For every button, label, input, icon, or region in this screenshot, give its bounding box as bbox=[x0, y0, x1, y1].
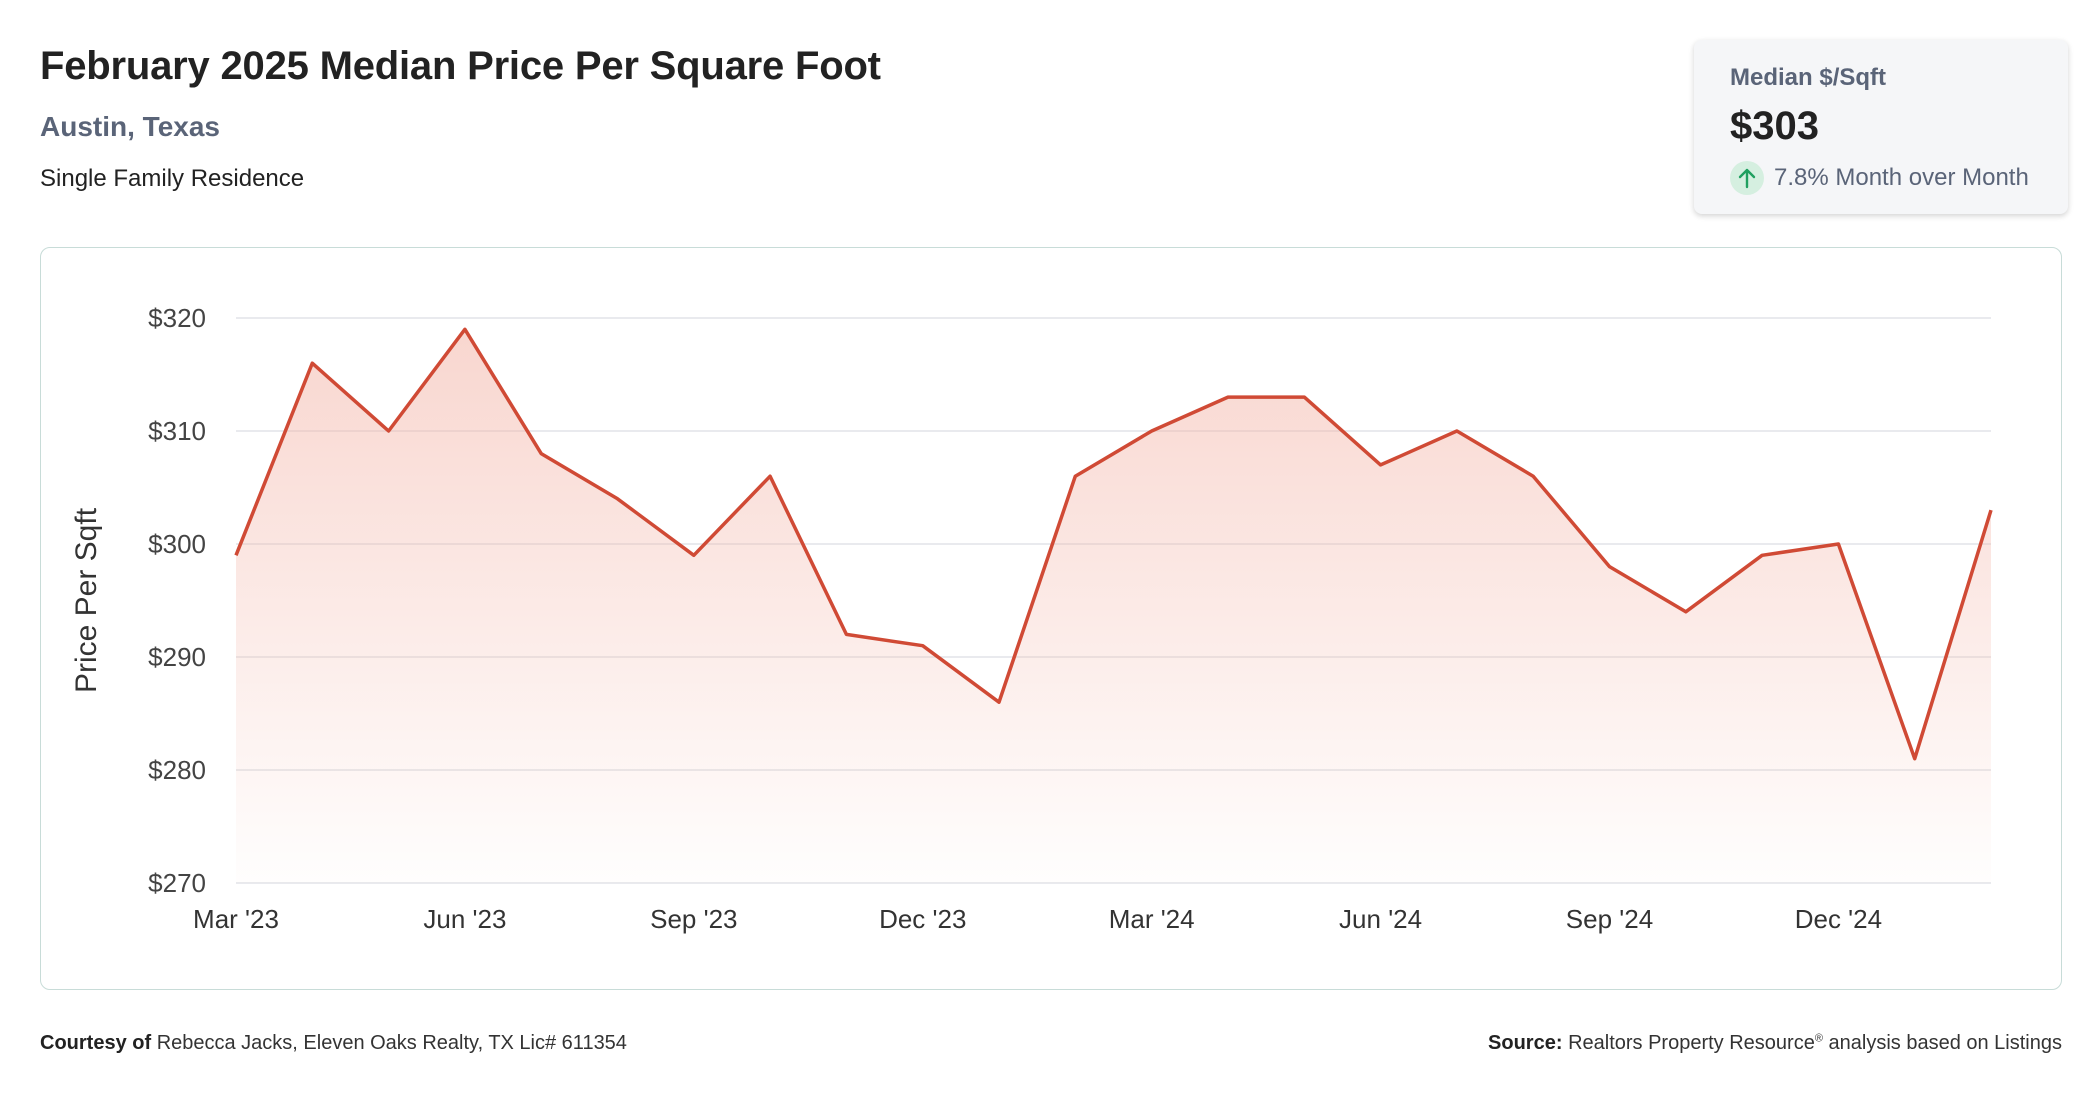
y-tick-label: $270 bbox=[148, 868, 206, 898]
source-label: Source: bbox=[1488, 1032, 1563, 1054]
stat-change-text: 7.8% Month over Month bbox=[1774, 164, 2029, 191]
x-tick-label: Sep '24 bbox=[1566, 904, 1653, 934]
registered-mark: ® bbox=[1814, 1032, 1823, 1045]
stat-value: $303 bbox=[1730, 104, 1819, 148]
source-text-2: analysis based on Listings bbox=[1822, 1032, 2063, 1054]
source-text: Realtors Property Resource bbox=[1568, 1032, 1815, 1054]
y-tick-label: $290 bbox=[148, 642, 206, 672]
courtesy-footer: Courtesy of Rebecca Jacks, Eleven Oaks R… bbox=[40, 1032, 627, 1055]
x-tick-label: Sep '23 bbox=[650, 904, 737, 934]
x-tick-label: Dec '23 bbox=[879, 904, 966, 934]
arrow-up-icon bbox=[1730, 161, 1764, 195]
series-line bbox=[234, 327, 1993, 761]
property-type-label: Single Family Residence bbox=[40, 165, 305, 192]
y-tick-label: $300 bbox=[148, 529, 206, 559]
median-stat-card: Median $/Sqft $303 7.8% Month over Month bbox=[1694, 40, 2068, 214]
y-tick-label: $320 bbox=[148, 303, 206, 333]
stat-change: 7.8% Month over Month bbox=[1730, 161, 2032, 195]
page-title: February 2025 Median Price Per Square Fo… bbox=[40, 44, 881, 88]
x-tick-label: Mar '24 bbox=[1109, 904, 1195, 934]
y-axis-label: Price Per Sqft bbox=[70, 507, 103, 693]
courtesy-label: Courtesy of bbox=[40, 1032, 152, 1054]
location-subtitle: Austin, Texas bbox=[40, 111, 220, 142]
x-tick-label: Jun '23 bbox=[423, 904, 506, 934]
x-tick-label: Jun '24 bbox=[1339, 904, 1422, 934]
y-tick-label: $280 bbox=[148, 755, 206, 785]
chart-frame: $270 $280 $290 $300 $310 $320 Mar '23 Jun '23 Se… bbox=[40, 247, 2062, 990]
source-footer: Source: Realtors Property Resource® anal… bbox=[1488, 1032, 2062, 1055]
price-chart: $270 $280 $290 $300 $310 $320 Mar '23 Jun '23 Se… bbox=[70, 303, 1993, 934]
x-tick-label: Mar '23 bbox=[193, 904, 279, 934]
x-tick-label: Dec '24 bbox=[1795, 904, 1882, 934]
stat-label: Median $/Sqft bbox=[1730, 64, 1887, 91]
courtesy-text: Rebecca Jacks, Eleven Oaks Realty, TX Li… bbox=[156, 1032, 627, 1054]
series-area bbox=[236, 329, 1991, 883]
chart-header: February 2025 Median Price Per Square Fo… bbox=[40, 44, 881, 193]
y-tick-label: $310 bbox=[148, 416, 206, 446]
